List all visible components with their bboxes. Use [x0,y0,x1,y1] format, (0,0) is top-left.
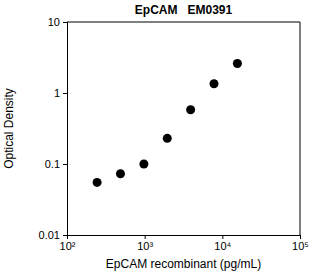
x-tick-label: 10⁵ [292,240,309,252]
y-axis: 0.01 0.1 1 10 [39,16,68,241]
x-tick: 10⁴ [214,235,231,252]
y-tick: 10 [48,16,67,28]
x-axis: 10² 10³ 10⁴ 10⁵ [60,235,309,252]
x-tick: 10² [60,235,76,252]
x-axis-line [68,236,301,240]
x-tick-label: 10⁴ [214,240,231,252]
y-tick-label: 0.01 [39,229,60,241]
y-tick: 0.01 [39,229,67,241]
plot: 10² 10³ 10⁴ 10⁵ 0.01 0.1 1 10 [39,16,309,252]
chart: 10² 10³ 10⁴ 10⁵ 0.01 0.1 1 10 EpCAM EM0391 EpCAM … [0,0,324,273]
points [93,59,242,187]
x-tick-mark [222,235,223,239]
frame-right [300,22,301,235]
y-tick: 0.1 [45,158,67,170]
y-tick-label: 0.1 [45,158,60,170]
point [139,160,148,169]
point [93,178,102,187]
y-tick-label: 1 [54,87,60,99]
point [210,79,219,88]
x-tick-label: 10³ [137,240,153,252]
frame-top [67,22,300,23]
point [116,169,125,178]
y-tick-mark [63,164,67,165]
x-tick-mark [145,235,146,239]
y-tick-mark [63,93,67,94]
x-tick: 10⁵ [292,235,309,252]
x-tick-label: 10² [60,240,76,252]
y-tick-label: 10 [48,16,60,28]
x-axis-title: EpCAM recombinant (pg/mL) [106,257,261,271]
point [233,59,242,68]
y-axis-title: Optical Density [2,88,16,169]
y-tick-mark [63,235,67,236]
point [163,134,172,143]
y-axis-line [63,23,68,236]
point [186,105,195,114]
y-tick: 1 [54,87,67,99]
y-tick-mark [63,22,67,23]
x-tick-mark [300,235,301,239]
x-tick: 10³ [137,235,153,252]
title: EpCAM EM0391 [135,3,233,17]
